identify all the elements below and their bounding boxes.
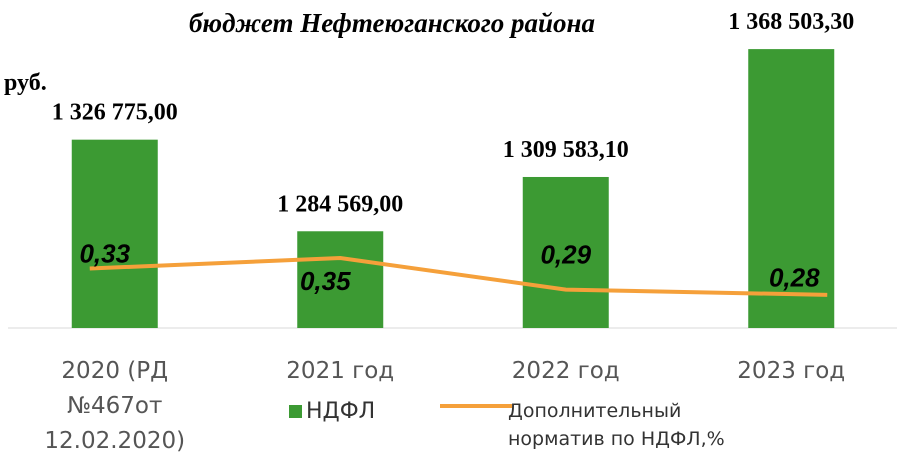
legend-swatch [289, 405, 302, 418]
chart-title: бюджет Нефтеюганского района [189, 8, 595, 38]
line-value-label: 0,35 [300, 266, 351, 296]
line-value-label: 0,29 [540, 239, 591, 269]
bar [522, 176, 609, 328]
bar [297, 231, 384, 328]
bar-value-label: 1 368 503,30 [728, 9, 854, 35]
line [89, 255, 828, 297]
x-tick-label: 2022 год [511, 358, 620, 384]
bar [71, 139, 158, 328]
bar-value-label: 1 284 569,00 [277, 191, 403, 217]
line-value-label: 0,33 [79, 238, 130, 268]
legend-label: НДФЛ [306, 399, 376, 424]
x-tick-label: 2023 год [737, 358, 846, 384]
line-value-label: 0,28 [769, 263, 820, 293]
x-tick-label: 2020 (РД №467от 12.02.2020) [44, 358, 186, 454]
legend-bar: НДФЛ [289, 399, 375, 424]
y-axis-label: руб. [4, 70, 47, 96]
bar-value-label: 1 326 775,00 [52, 100, 178, 126]
bar-value-label: 1 309 583,10 [503, 137, 629, 163]
bar [748, 49, 835, 328]
legend-label: Дополнительный норматив по НДФЛ,% [508, 400, 725, 450]
x-tick-label: 2021 год [286, 358, 395, 384]
